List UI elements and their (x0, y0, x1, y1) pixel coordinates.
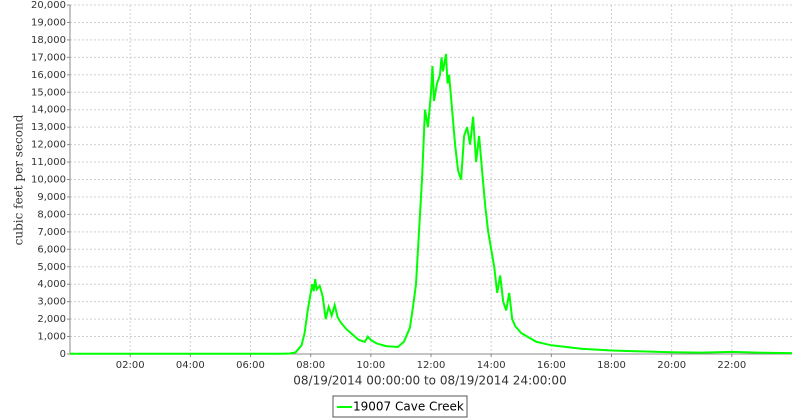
x-tick-label: 18:00 (597, 360, 626, 371)
y-tick-label: 16,000 (31, 70, 66, 81)
y-tick-label: 19,000 (31, 17, 66, 28)
x-tick-label: 14:00 (477, 360, 506, 371)
y-tick-label: 0 (60, 349, 66, 360)
y-tick-label: 2,000 (37, 314, 66, 325)
y-tick-label: 18,000 (31, 35, 66, 46)
y-tick-label: 12,000 (31, 140, 66, 151)
y-tick-label: 13,000 (31, 122, 66, 133)
y-tick-label: 5,000 (37, 262, 66, 273)
y-tick-label: 9,000 (37, 192, 66, 203)
y-tick-label: 17,000 (31, 52, 66, 63)
x-tick-label: 08:00 (296, 360, 325, 371)
y-tick-label: 15,000 (31, 87, 66, 98)
y-tick-label: 20,000 (31, 0, 66, 11)
x-tick-label: 20:00 (657, 360, 686, 371)
y-tick-label: 6,000 (37, 244, 66, 255)
y-tick-label: 14,000 (31, 105, 66, 116)
y-tick-label: 1,000 (37, 332, 66, 343)
x-tick-label: 12:00 (417, 360, 446, 371)
y-tick-label: 4,000 (37, 279, 66, 290)
y-tick-label: 7,000 (37, 227, 66, 238)
y-tick-label: 8,000 (37, 209, 66, 220)
legend (332, 395, 468, 418)
y-tick-label: 11,000 (31, 157, 66, 168)
x-tick-label: 04:00 (176, 360, 205, 371)
y-tick-label: 10,000 (31, 175, 66, 186)
legend-label: 19007 Cave Creek (353, 400, 464, 414)
x-axis-label: 08/19/2014 00:00:00 to 08/19/2014 24:00:… (293, 374, 566, 388)
x-tick-label: 16:00 (537, 360, 566, 371)
data-line (70, 53, 793, 355)
x-tick-label: 02:00 (116, 360, 145, 371)
x-tick-label: 06:00 (236, 360, 265, 371)
x-tick-label: 22:00 (717, 360, 746, 371)
x-tick-label: 10:00 (356, 360, 385, 371)
y-tick-label: 3,000 (37, 297, 66, 308)
y-axis-label: cubic feet per second (12, 114, 26, 245)
